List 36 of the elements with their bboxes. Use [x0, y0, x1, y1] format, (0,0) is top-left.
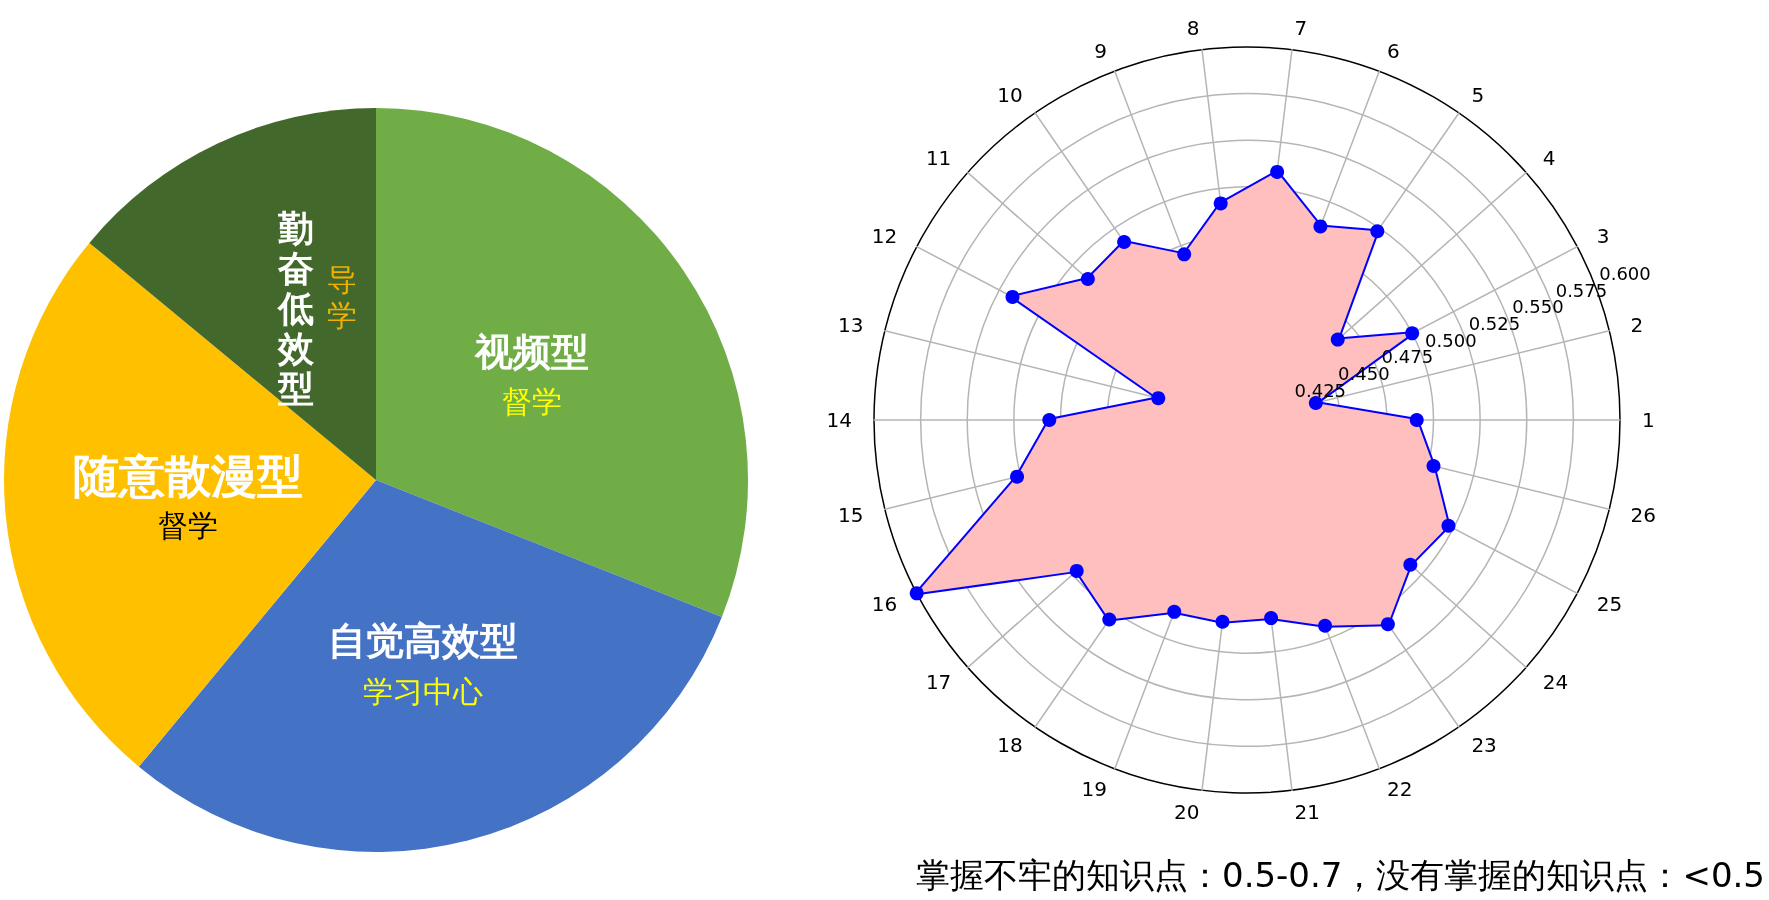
spoke-label: 13: [838, 313, 864, 338]
slice-label: 随意散漫型: [72, 448, 303, 503]
slice-label: 自觉高效型: [328, 619, 518, 664]
spoke-label: 17: [925, 669, 952, 694]
spoke-label: 16: [871, 591, 898, 616]
text: 掌握不牢的知识点：0.5-0.7，没有掌握的知识点：<0.5: [916, 855, 1766, 895]
spoke-label: 2: [1630, 313, 1644, 338]
spoke-label: 23: [1471, 733, 1497, 758]
spoke-label: 10: [997, 82, 1023, 107]
spoke-label: 19: [1081, 777, 1107, 802]
text: 督学: [157, 508, 218, 544]
spoke-label: 15: [838, 502, 864, 527]
spoke-label: 11: [925, 146, 952, 171]
spoke-label: 9: [1094, 38, 1107, 63]
text: 督学: [502, 384, 563, 420]
spoke-label: 24: [1542, 669, 1569, 694]
spoke-label: 12: [871, 224, 898, 249]
y-tick-label: 0.600: [1599, 262, 1651, 284]
spoke-label: 25: [1596, 591, 1623, 616]
spoke-label: 4: [1542, 146, 1556, 171]
spoke-label: 18: [997, 733, 1023, 758]
spoke-label: 26: [1630, 502, 1656, 527]
spoke-label: 14: [826, 408, 852, 432]
spoke-label: 6: [1387, 38, 1400, 63]
text: 导学: [326, 262, 357, 334]
spoke-label: 3: [1596, 224, 1610, 249]
spoke-label: 7: [1294, 15, 1308, 40]
spoke-label: 5: [1471, 82, 1485, 107]
spoke-label: 22: [1387, 777, 1413, 802]
slice-label: 视频型: [474, 329, 590, 374]
spoke-label: 20: [1173, 800, 1200, 825]
spoke-label: 8: [1186, 15, 1200, 40]
spoke-label: 21: [1294, 800, 1321, 825]
slice-label: 勤奋低效型: [275, 208, 315, 410]
spoke-label: 1: [1642, 408, 1655, 432]
text: 学习中心: [363, 673, 483, 709]
